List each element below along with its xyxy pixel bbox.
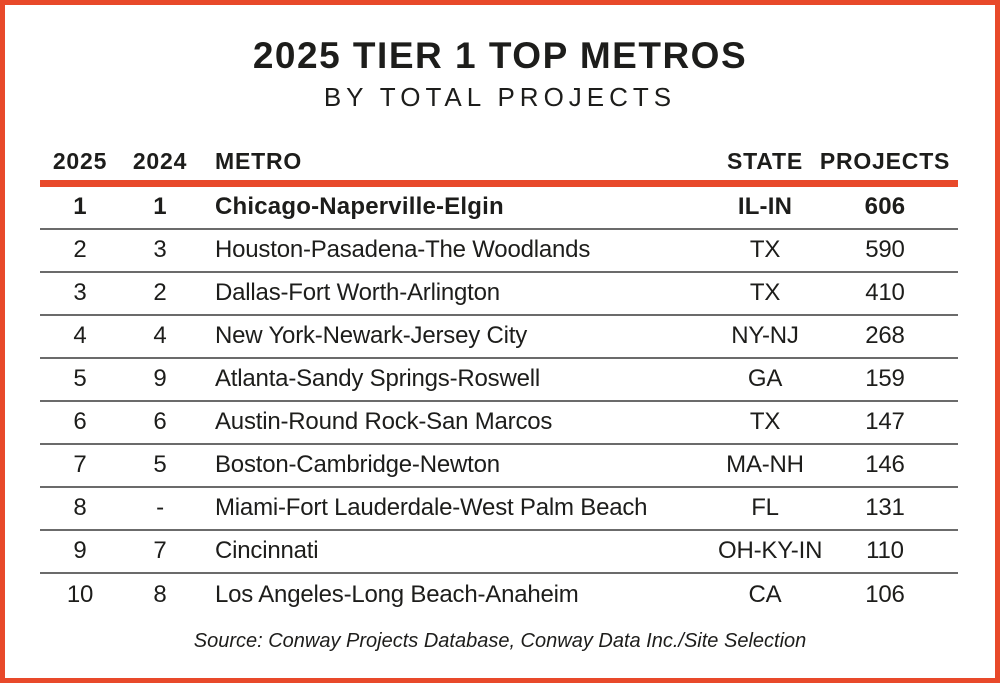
table-row: 6 6 Austin-Round Rock-San Marcos TX 147 xyxy=(40,402,958,445)
rank-2024-cell: 4 xyxy=(153,322,167,350)
state-cell: CA xyxy=(748,581,782,609)
chart-title: 2025 TIER 1 TOP METROS xyxy=(252,35,748,76)
projects-cell: 131 xyxy=(865,494,905,522)
table-row: 1 1 Chicago-Naperville-Elgin IL-IN 606 xyxy=(40,187,958,230)
col-header-state: STATE xyxy=(727,147,803,174)
rank-2024-cell: 6 xyxy=(153,408,167,436)
metro-cell: Chicago-Naperville-Elgin xyxy=(215,193,504,221)
projects-cell: 147 xyxy=(865,408,905,436)
table-row: 9 7 Cincinnati OH-KY-IN 110 xyxy=(40,531,958,574)
state-cell: TX xyxy=(749,236,781,264)
rank-2025-cell: 1 xyxy=(73,193,87,221)
state-cell: NY-NJ xyxy=(731,322,799,350)
source-note: Source: Conway Projects Database, Conway… xyxy=(193,629,807,652)
table-row: 7 5 Boston-Cambridge-Newton MA-NH 146 xyxy=(40,445,958,488)
col-header-2025: 2025 xyxy=(52,147,108,174)
metro-cell: Atlanta-Sandy Springs-Roswell xyxy=(215,365,541,393)
rank-2024-cell: 7 xyxy=(153,537,167,565)
table-row: 3 2 Dallas-Fort Worth-Arlington TX 410 xyxy=(40,273,958,316)
projects-cell: 106 xyxy=(865,581,905,609)
projects-cell: 268 xyxy=(865,322,905,350)
col-header-2024: 2024 xyxy=(132,147,188,174)
rank-2025-cell: 3 xyxy=(73,279,87,307)
metro-cell: Cincinnati xyxy=(215,537,319,565)
rank-2024-cell: - xyxy=(156,494,164,522)
rank-2025-cell: 5 xyxy=(73,365,87,393)
table-row: 2 3 Houston-Pasadena-The Woodlands TX 590 xyxy=(40,230,958,273)
col-header-projects: PROJECTS xyxy=(819,147,951,174)
rank-2024-cell: 1 xyxy=(153,193,167,221)
metro-cell: Dallas-Fort Worth-Arlington xyxy=(215,279,500,307)
col-header-metro: METRO xyxy=(215,147,303,174)
table-body: 1 1 Chicago-Naperville-Elgin IL-IN 606 2 3 Hous… xyxy=(40,187,958,617)
header-divider-rule xyxy=(40,179,958,187)
table-row: 5 9 Atlanta-Sandy Springs-Roswell GA 159 xyxy=(40,359,958,402)
projects-cell: 159 xyxy=(865,365,905,393)
rank-2024-cell: 3 xyxy=(153,236,167,264)
metro-cell: Austin-Round Rock-San Marcos xyxy=(215,408,553,436)
rank-2025-cell: 2 xyxy=(73,236,87,264)
table-header-row: 2025 2024 METRO STATE PROJECTS xyxy=(40,139,958,175)
state-cell: IL-IN xyxy=(737,193,793,221)
metro-cell: Miami-Fort Lauderdale-West Palm Beach xyxy=(215,494,648,522)
rank-2024-cell: 2 xyxy=(153,279,167,307)
state-cell: MA-NH xyxy=(726,451,804,479)
table-row: 10 8 Los Angeles-Long Beach-Anaheim CA 106 xyxy=(40,574,958,617)
state-cell: FL xyxy=(751,494,779,522)
rank-2025-cell: 8 xyxy=(73,494,87,522)
projects-cell: 606 xyxy=(864,193,906,221)
projects-cell: 110 xyxy=(866,537,904,565)
projects-cell: 410 xyxy=(865,279,905,307)
rank-2025-cell: 10 xyxy=(66,581,94,609)
rank-2025-cell: 9 xyxy=(73,537,87,565)
state-cell: GA xyxy=(747,365,783,393)
projects-cell: 146 xyxy=(865,451,905,479)
projects-cell: 590 xyxy=(865,236,905,264)
table-row: 4 4 New York-Newark-Jersey City NY-NJ 268 xyxy=(40,316,958,359)
state-cell: TX xyxy=(749,279,781,307)
metros-table: 2025 2024 METRO STATE PROJECTS 1 1 Chicago… xyxy=(40,139,958,617)
state-cell: OH-KY-IN xyxy=(718,537,823,565)
table-row: 8 - Miami-Fort Lauderdale-West Palm Beach F… xyxy=(40,488,958,531)
rank-2024-cell: 5 xyxy=(153,451,167,479)
rank-2025-cell: 4 xyxy=(73,322,87,350)
rank-2024-cell: 8 xyxy=(153,581,167,609)
metro-cell: Boston-Cambridge-Newton xyxy=(215,451,500,479)
chart-subtitle: BY TOTAL PROJECTS xyxy=(323,81,677,112)
metro-cell: Los Angeles-Long Beach-Anaheim xyxy=(215,581,579,609)
rank-2025-cell: 6 xyxy=(73,408,87,436)
rank-2025-cell: 7 xyxy=(73,451,87,479)
metro-cell: New York-Newark-Jersey City xyxy=(215,322,528,350)
title-block: 2025 TIER 1 TOP METROS BY TOTAL PROJECTS xyxy=(5,5,995,113)
metro-cell: Houston-Pasadena-The Woodlands xyxy=(215,236,591,264)
rank-2024-cell: 9 xyxy=(153,365,167,393)
state-cell: TX xyxy=(749,408,781,436)
